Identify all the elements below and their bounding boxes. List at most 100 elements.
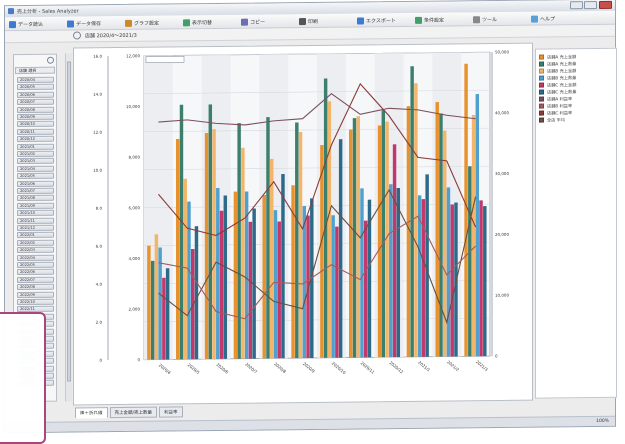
- date-list-item-label: 2020/04: [20, 77, 35, 83]
- date-list-item[interactable]: 2020/07: [17, 98, 54, 106]
- sheet-tab-2[interactable]: 利益率: [159, 406, 183, 418]
- legend-label: 全店 平均: [547, 116, 566, 123]
- y-tick-label-right: 0: [495, 354, 498, 359]
- toolbar-button-label: グラフ設定: [134, 20, 160, 27]
- bar: [150, 260, 155, 360]
- legend-swatch: [539, 82, 544, 88]
- date-list-item[interactable]: 2022/01: [17, 232, 54, 239]
- maximize-button[interactable]: [584, 0, 597, 10]
- toolbar-button-5[interactable]: 印刷: [299, 17, 318, 25]
- date-list-item[interactable]: 2022/07: [17, 276, 54, 283]
- app-window: 売上分析 - Sales Analyzer データ読込 データ保存 グラフ設定 表示切…: [4, 0, 617, 434]
- minimize-button[interactable]: [570, 1, 583, 10]
- x-tick-label: 2020/12: [388, 360, 404, 375]
- bar: [356, 116, 360, 358]
- date-list-item[interactable]: 2022/10: [17, 298, 54, 306]
- legend-swatch: [539, 54, 544, 60]
- bar: [291, 185, 295, 359]
- y-tick-label-left: 2.0: [96, 320, 103, 325]
- date-list-item-label: 2022/05: [20, 262, 35, 268]
- date-list-item[interactable]: 2020/08: [17, 106, 54, 113]
- toolbar-button-0[interactable]: データ読込: [9, 20, 43, 28]
- date-list-item[interactable]: 2020/09: [17, 113, 54, 121]
- legend-label: 店舗B 利益率: [547, 102, 573, 109]
- bar: [323, 78, 328, 358]
- date-list-item-label: 2021/04: [20, 166, 35, 171]
- bar: [439, 113, 443, 357]
- date-list-item[interactable]: 2020/05: [17, 84, 54, 91]
- tools-icon: [473, 15, 480, 23]
- legend-item[interactable]: 全店 平均: [539, 116, 565, 123]
- date-list-item[interactable]: 2020/11: [17, 128, 54, 135]
- date-list-item[interactable]: 2022/02: [17, 239, 54, 246]
- date-list-item[interactable]: 2021/09: [17, 202, 54, 209]
- toolbar-button-2[interactable]: グラフ設定: [125, 19, 159, 27]
- left-panel-search-icon[interactable]: [47, 56, 54, 64]
- bar: [377, 125, 382, 358]
- sheet-tab-0[interactable]: 棒＋折れ線: [75, 407, 108, 419]
- x-tick-label: 2020/6: [215, 362, 229, 375]
- bar: [212, 129, 216, 360]
- date-list-item[interactable]: 2022/03: [17, 246, 54, 254]
- legend-label: 店舗A 利益率: [547, 95, 573, 102]
- date-list-item[interactable]: 2021/05: [17, 172, 54, 180]
- bar: [338, 139, 343, 358]
- date-list-item[interactable]: 2021/03: [17, 158, 54, 165]
- date-list-item[interactable]: 2021/04: [17, 165, 54, 172]
- date-list-item[interactable]: 2021/10: [17, 209, 54, 217]
- bar: [208, 104, 213, 360]
- toolbar-button-3[interactable]: 表示切替: [183, 18, 212, 26]
- bar: [367, 199, 372, 358]
- x-tick-label: 2020/11: [360, 360, 376, 375]
- bar: [396, 187, 401, 358]
- toolbar-button-7[interactable]: 条件設定: [415, 16, 444, 24]
- gridline: [144, 279, 490, 285]
- date-list-item[interactable]: 2022/09: [17, 291, 54, 298]
- date-list-item[interactable]: 2022/06: [17, 269, 54, 276]
- bar: [335, 226, 339, 358]
- scrollbar-thumb[interactable]: [67, 61, 71, 382]
- search-icon[interactable]: [73, 31, 81, 40]
- gridline: [144, 241, 490, 247]
- bar: [298, 131, 303, 359]
- bar: [266, 117, 270, 359]
- toolbar-button-8[interactable]: ツール: [473, 15, 497, 23]
- date-list-item[interactable]: 2020/12: [17, 135, 54, 143]
- close-button[interactable]: [599, 0, 612, 9]
- date-list-item[interactable]: 2022/04: [17, 254, 54, 261]
- date-list-item[interactable]: 2022/08: [17, 283, 54, 291]
- date-list-item[interactable]: 2020/04: [17, 76, 54, 84]
- bar: [392, 144, 397, 358]
- date-list-item[interactable]: 2021/01: [17, 143, 54, 150]
- toolbar-button-4[interactable]: コピー: [241, 17, 265, 26]
- toolbar-button-9[interactable]: ヘルプ: [531, 14, 555, 23]
- bar: [176, 138, 180, 360]
- date-list-item[interactable]: 2021/12: [17, 224, 54, 232]
- date-list-item[interactable]: 2020/06: [17, 91, 54, 98]
- bar: [435, 102, 439, 357]
- date-list-item[interactable]: 2022/05: [17, 261, 54, 269]
- bar: [468, 166, 472, 357]
- toolbar-button-6[interactable]: エクスポート: [357, 16, 396, 25]
- date-list-item-label: 2022/02: [20, 240, 35, 245]
- date-list-item[interactable]: 2021/02: [17, 150, 54, 158]
- y-tick-label-mid: 12,000: [126, 53, 140, 58]
- legend-swatch: [539, 117, 544, 123]
- bar: [381, 110, 386, 358]
- date-list-item[interactable]: 2020/10: [17, 121, 54, 128]
- bar: [237, 123, 241, 359]
- bar: [471, 114, 476, 357]
- date-list-item-label: 2021/02: [20, 151, 35, 157]
- date-list-item[interactable]: 2021/07: [17, 187, 54, 195]
- date-list-item[interactable]: 2021/11: [17, 217, 54, 224]
- left-panel-header[interactable]: 店舗 選択: [15, 66, 55, 75]
- legend-label: 店舗B 売上金額: [547, 67, 577, 74]
- date-list-item[interactable]: 2021/08: [17, 195, 54, 202]
- legend-swatch: [539, 75, 544, 81]
- bar: [270, 158, 274, 359]
- sheet-tab-1[interactable]: 売上金額/売上数量: [109, 406, 158, 419]
- toolbar-button-1[interactable]: データ保存: [67, 19, 101, 28]
- date-list-item[interactable]: 2021/06: [17, 180, 54, 187]
- x-tick-label: 2021/1: [417, 360, 431, 373]
- vertical-scrollbar[interactable]: [65, 53, 72, 402]
